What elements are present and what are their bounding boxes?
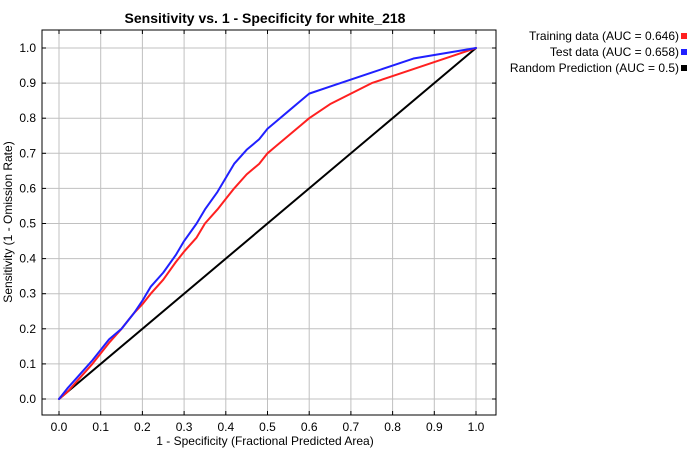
legend-swatch — [681, 65, 687, 71]
x-tick-label: 1.0 — [468, 420, 485, 434]
x-tick-label: 0.6 — [301, 420, 318, 434]
x-tick-label: 0.3 — [176, 420, 193, 434]
plot-border — [41, 29, 497, 416]
series-lines — [58, 47, 477, 400]
y-tick-label: 0.9 — [19, 76, 36, 90]
x-axis-label: 1 - Specificity (Fractional Predicted Ar… — [156, 434, 373, 448]
x-tick-label: 0.7 — [343, 420, 360, 434]
y-tick-label: 0.5 — [19, 217, 36, 231]
y-tick-label: 0.4 — [19, 252, 36, 266]
x-tick-label: 0.2 — [134, 420, 151, 434]
x-tick-label: 0.8 — [384, 420, 401, 434]
y-tick-label: 0.6 — [19, 181, 36, 195]
chart-text: Sensitivity vs. 1 - Specificity for whit… — [1, 10, 406, 448]
y-tick-label: 0.3 — [19, 287, 36, 301]
legend-swatch — [681, 33, 687, 39]
series-line-1 — [58, 47, 477, 400]
x-tick-label: 0.5 — [259, 420, 276, 434]
legend-label: Random Prediction (AUC = 0.5) — [510, 61, 679, 75]
y-tick-label: 0.1 — [19, 357, 36, 371]
y-tick-label: 1.0 — [19, 41, 36, 55]
axes: 0.0 0.1 0.2 0.3 0.4 0.5 0.6 0.7 0.8 0.9 1.0 0.0 0.1 0… — [19, 29, 497, 434]
x-tick-label: 0.9 — [426, 420, 443, 434]
y-axis-label: Sensitivity (1 - Omission Rate) — [1, 141, 15, 302]
x-tick-label: 0.4 — [217, 420, 234, 434]
x-tick-label: 0.0 — [51, 420, 68, 434]
y-tick-label: 0.8 — [19, 111, 36, 125]
x-tick-label: 0.1 — [92, 420, 109, 434]
legend-label: Training data (AUC = 0.646) — [529, 29, 679, 43]
y-tick-label: 0.2 — [19, 322, 36, 336]
legend-swatch — [681, 49, 687, 55]
series-line-0 — [58, 47, 477, 400]
y-tick-label: 0.0 — [19, 392, 36, 406]
chart-title: Sensitivity vs. 1 - Specificity for whit… — [125, 10, 406, 26]
y-tick-label: 0.7 — [19, 146, 36, 160]
legend: Training data (AUC = 0.646) Test data (AU… — [510, 29, 687, 75]
series-line-2 — [58, 47, 477, 400]
legend-label: Test data (AUC = 0.658) — [550, 45, 679, 59]
